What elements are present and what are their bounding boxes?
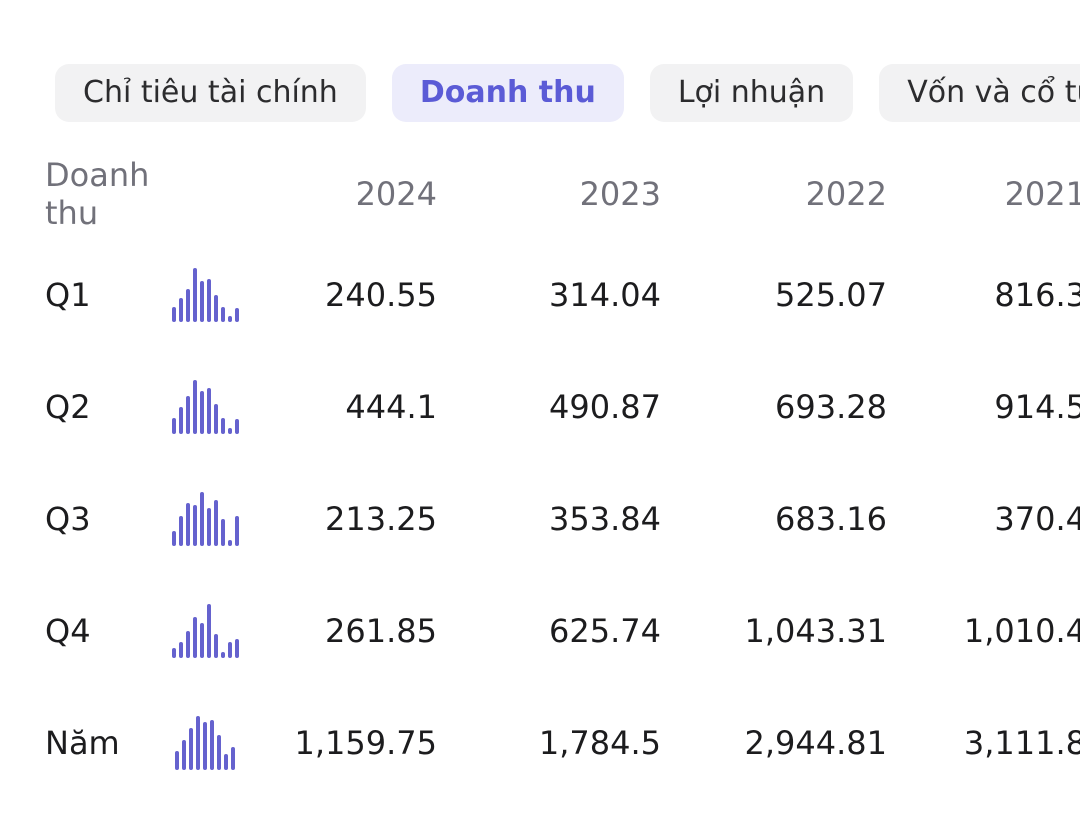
value-q1-2021: 816.3 (994, 276, 1080, 314)
value-q3-2021: 370.4 (994, 500, 1080, 538)
table-row-q4: Q4 261.85 625.74 1,043.31 1,010.4 (45, 575, 1080, 687)
value-q2-2024: 444.1 (345, 388, 437, 426)
table-row-year: Năm 1,159.75 1,784.5 2,944.81 3,111.8 (45, 687, 1080, 799)
row-label-q3: Q3 (45, 500, 91, 538)
table-row-q3: Q3 213.25 353.84 683.16 370.4 (45, 463, 1080, 575)
tab-capital-dividends[interactable]: Vốn và cổ tức (879, 64, 1080, 122)
value-q1-2022: 525.07 (775, 276, 887, 314)
value-q3-2024: 213.25 (325, 500, 437, 538)
tab-financial-indicators[interactable]: Chỉ tiêu tài chính (55, 64, 366, 122)
filter-tabs: Chỉ tiêu tài chính Doanh thu Lợi nhuận V… (55, 64, 1080, 122)
value-q4-2024: 261.85 (325, 612, 437, 650)
sparkline-q1 (130, 268, 250, 322)
value-year-2024: 1,159.75 (294, 724, 438, 762)
year-header-2022: 2022 (805, 175, 887, 213)
value-year-2023: 1,784.5 (538, 724, 661, 762)
value-q4-2021: 1,010.4 (963, 612, 1080, 650)
value-q2-2021: 914.5 (994, 388, 1080, 426)
value-q4-2022: 1,043.31 (744, 612, 888, 650)
value-year-2022: 2,944.81 (744, 724, 888, 762)
sparkline-q4 (130, 604, 250, 658)
value-q2-2022: 693.28 (775, 388, 887, 426)
sparkline-year (130, 716, 250, 770)
year-header-2021: 2021 (1004, 175, 1080, 213)
revenue-table: Doanh thu 2024 2023 2022 2021 Q1 240.55 … (45, 149, 1080, 799)
tab-revenue[interactable]: Doanh thu (391, 64, 624, 122)
table-row-q2: Q2 444.1 490.87 693.28 914.5 (45, 351, 1080, 463)
year-header-2024: 2024 (355, 175, 437, 213)
tab-profit[interactable]: Lợi nhuận (649, 64, 854, 122)
row-label-year: Năm (45, 724, 120, 762)
table-row-q1: Q1 240.55 314.04 525.07 816.3 (45, 239, 1080, 351)
sparkline-q2 (130, 380, 250, 434)
value-q1-2024: 240.55 (325, 276, 437, 314)
table-header: Doanh thu 2024 2023 2022 2021 (45, 149, 1080, 239)
row-label-q2: Q2 (45, 388, 91, 426)
value-q2-2023: 490.87 (549, 388, 661, 426)
row-label-q1: Q1 (45, 276, 91, 314)
row-label-q4: Q4 (45, 612, 91, 650)
value-q3-2023: 353.84 (549, 500, 661, 538)
value-q4-2023: 625.74 (549, 612, 661, 650)
sparkline-q3 (130, 492, 250, 546)
value-q3-2022: 683.16 (775, 500, 887, 538)
value-year-2021: 3,111.8 (963, 724, 1080, 762)
table-title: Doanh thu (45, 156, 150, 232)
year-header-2023: 2023 (579, 175, 661, 213)
value-q1-2023: 314.04 (549, 276, 661, 314)
